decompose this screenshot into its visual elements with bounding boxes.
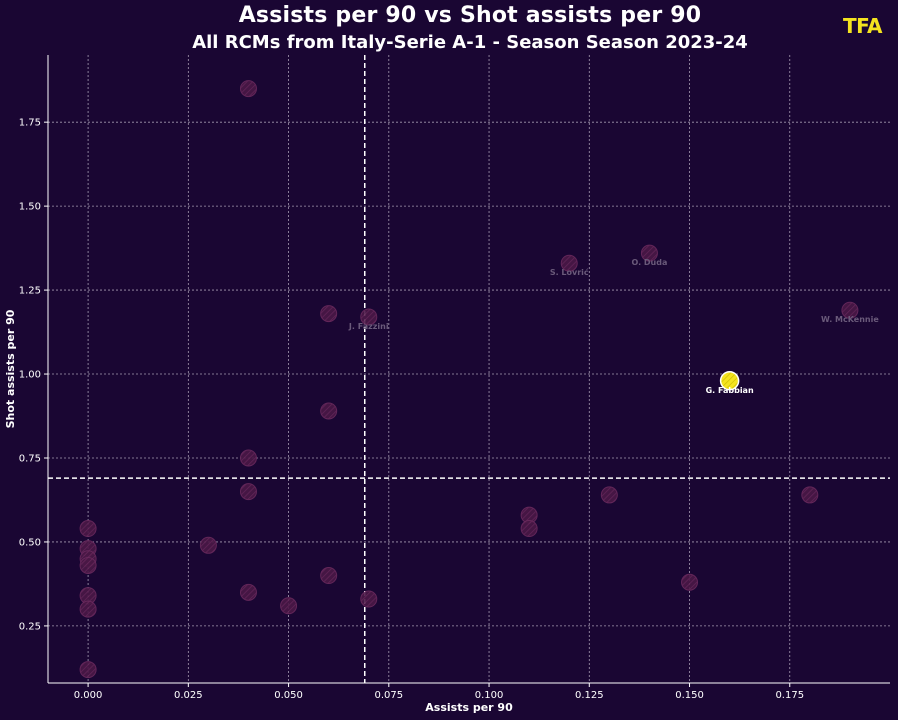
data-point <box>79 556 97 574</box>
data-point <box>239 449 257 467</box>
data-point <box>360 590 378 608</box>
x-tick-label: 0.175 <box>775 690 804 701</box>
chart-title: Assists per 90 vs Shot assists per 90 <box>238 3 702 28</box>
y-tick-label: 1.00 <box>19 370 41 381</box>
x-axis-label: Assists per 90 <box>425 701 513 714</box>
chart-subtitle: All RCMs from Italy-Serie A-1 - Season S… <box>192 32 748 53</box>
x-tick-label: 0.050 <box>274 690 303 701</box>
grid <box>48 55 890 683</box>
point-label: J. Fazzini <box>348 322 389 331</box>
y-tick-label: 1.75 <box>19 118 41 129</box>
data-point <box>239 583 257 601</box>
data-point <box>520 520 538 538</box>
y-axis-label: Shot assists per 90 <box>4 309 17 428</box>
tfa-logo: TFA <box>843 14 883 38</box>
highlight-point <box>719 371 740 391</box>
y-tick-label: 1.50 <box>19 202 41 213</box>
data-point <box>79 600 97 618</box>
axes: 0.000 0.025 0.050 0.075 0.100 0.125 0.150 0.175… <box>19 55 890 701</box>
x-tick-label: 0.000 <box>74 690 103 701</box>
data-point <box>801 486 819 504</box>
data-point <box>600 486 618 504</box>
data-point <box>239 80 257 98</box>
data-point <box>681 573 699 591</box>
point-labels: S. Lovrić O. Duda W. McKennie J. Fazzini G. … <box>348 258 879 395</box>
x-tick-label: 0.125 <box>575 690 604 701</box>
data-point <box>320 402 338 420</box>
data-point <box>560 254 578 272</box>
data-point <box>640 244 658 262</box>
y-tick-label: 1.25 <box>19 286 41 297</box>
x-tick-label: 0.025 <box>174 690 203 701</box>
x-tick-label: 0.100 <box>475 690 504 701</box>
y-tick-label: 0.75 <box>19 453 41 464</box>
point-label: S. Lovrić <box>550 267 589 277</box>
data-point <box>199 536 217 554</box>
highlight-point-label: G. Fabbian <box>706 386 754 395</box>
data-point <box>320 567 338 585</box>
x-tick-label: 0.150 <box>675 690 704 701</box>
data-point <box>841 301 859 319</box>
x-tick-label: 0.075 <box>374 690 403 701</box>
data-point <box>280 597 298 615</box>
data-point <box>320 305 338 323</box>
reference-lines <box>48 55 890 683</box>
data-point <box>360 308 378 326</box>
y-tick-label: 0.25 <box>19 621 41 632</box>
y-tick-label: 0.50 <box>19 537 41 548</box>
point-label: W. McKennie <box>821 315 879 324</box>
data-point <box>239 483 257 501</box>
data-points <box>79 80 859 679</box>
data-point <box>79 661 97 679</box>
data-point <box>79 520 97 538</box>
point-label: O. Duda <box>631 258 667 267</box>
